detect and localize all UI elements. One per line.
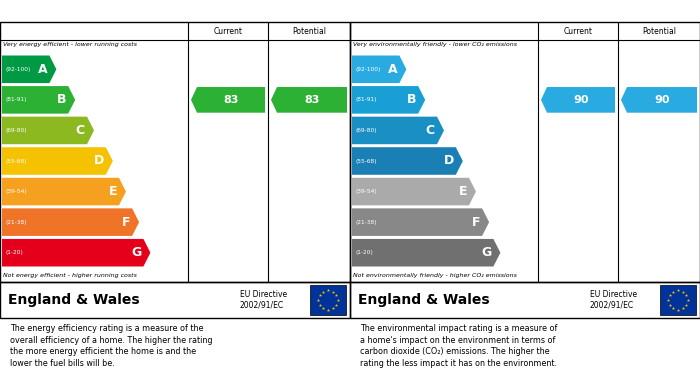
Text: (69-80): (69-80) (5, 128, 27, 133)
Bar (310, 285, 346, 315)
Text: E: E (458, 185, 467, 198)
Text: Very environmentally friendly - lower CO₂ emissions: Very environmentally friendly - lower CO… (353, 42, 517, 47)
Polygon shape (352, 239, 500, 267)
Text: (1-20): (1-20) (355, 250, 373, 255)
Text: Potential: Potential (642, 27, 676, 36)
Text: (21-38): (21-38) (355, 220, 377, 225)
Text: (21-38): (21-38) (5, 220, 27, 225)
Text: (55-68): (55-68) (5, 158, 27, 163)
Text: EU Directive
2002/91/EC: EU Directive 2002/91/EC (240, 290, 287, 310)
Text: 83: 83 (223, 95, 239, 105)
Text: Not energy efficient - higher running costs: Not energy efficient - higher running co… (3, 273, 137, 278)
Text: (39-54): (39-54) (5, 189, 27, 194)
Text: 90: 90 (573, 95, 589, 105)
Text: Energy Efficiency Rating: Energy Efficiency Rating (10, 5, 173, 18)
Polygon shape (2, 117, 94, 144)
Polygon shape (352, 147, 463, 175)
Text: (55-68): (55-68) (355, 158, 377, 163)
Text: (92-100): (92-100) (5, 67, 30, 72)
Text: The environmental impact rating is a measure of
a home's impact on the environme: The environmental impact rating is a mea… (360, 324, 558, 368)
Polygon shape (2, 178, 126, 205)
Polygon shape (621, 87, 697, 113)
Polygon shape (352, 208, 489, 236)
Polygon shape (541, 87, 615, 113)
Text: G: G (131, 246, 141, 259)
Text: (39-54): (39-54) (355, 189, 377, 194)
Text: (81-91): (81-91) (355, 97, 377, 102)
Text: Current: Current (214, 27, 242, 36)
Text: Environmental Impact (CO₂) Rating: Environmental Impact (CO₂) Rating (360, 5, 593, 18)
Text: (1-20): (1-20) (5, 250, 23, 255)
Polygon shape (352, 56, 407, 83)
Polygon shape (352, 178, 476, 205)
Text: 83: 83 (304, 95, 320, 105)
Text: C: C (76, 124, 85, 137)
Text: Potential: Potential (292, 27, 326, 36)
Text: F: F (472, 216, 480, 229)
Text: 90: 90 (654, 95, 670, 105)
Text: B: B (407, 93, 416, 106)
Polygon shape (191, 87, 265, 113)
Text: (69-80): (69-80) (355, 128, 377, 133)
Polygon shape (352, 86, 425, 114)
Text: (81-91): (81-91) (5, 97, 27, 102)
Text: F: F (122, 216, 130, 229)
Text: E: E (108, 185, 117, 198)
Text: EU Directive
2002/91/EC: EU Directive 2002/91/EC (590, 290, 637, 310)
Text: C: C (426, 124, 435, 137)
Text: G: G (481, 246, 491, 259)
Text: England & Wales: England & Wales (358, 293, 489, 307)
Text: Very energy efficient - lower running costs: Very energy efficient - lower running co… (3, 42, 137, 47)
Text: England & Wales: England & Wales (8, 293, 139, 307)
Text: A: A (388, 63, 398, 76)
Bar (660, 285, 696, 315)
Polygon shape (2, 86, 75, 114)
Text: A: A (38, 63, 48, 76)
Text: The energy efficiency rating is a measure of the
overall efficiency of a home. T: The energy efficiency rating is a measur… (10, 324, 213, 368)
Polygon shape (271, 87, 347, 113)
Text: B: B (57, 93, 66, 106)
Polygon shape (2, 208, 139, 236)
Polygon shape (352, 117, 444, 144)
Text: Not environmentally friendly - higher CO₂ emissions: Not environmentally friendly - higher CO… (353, 273, 517, 278)
Text: Current: Current (564, 27, 592, 36)
Polygon shape (2, 56, 57, 83)
Polygon shape (2, 147, 113, 175)
Polygon shape (2, 239, 150, 267)
Text: D: D (444, 154, 454, 167)
Text: D: D (94, 154, 104, 167)
Text: (92-100): (92-100) (355, 67, 380, 72)
